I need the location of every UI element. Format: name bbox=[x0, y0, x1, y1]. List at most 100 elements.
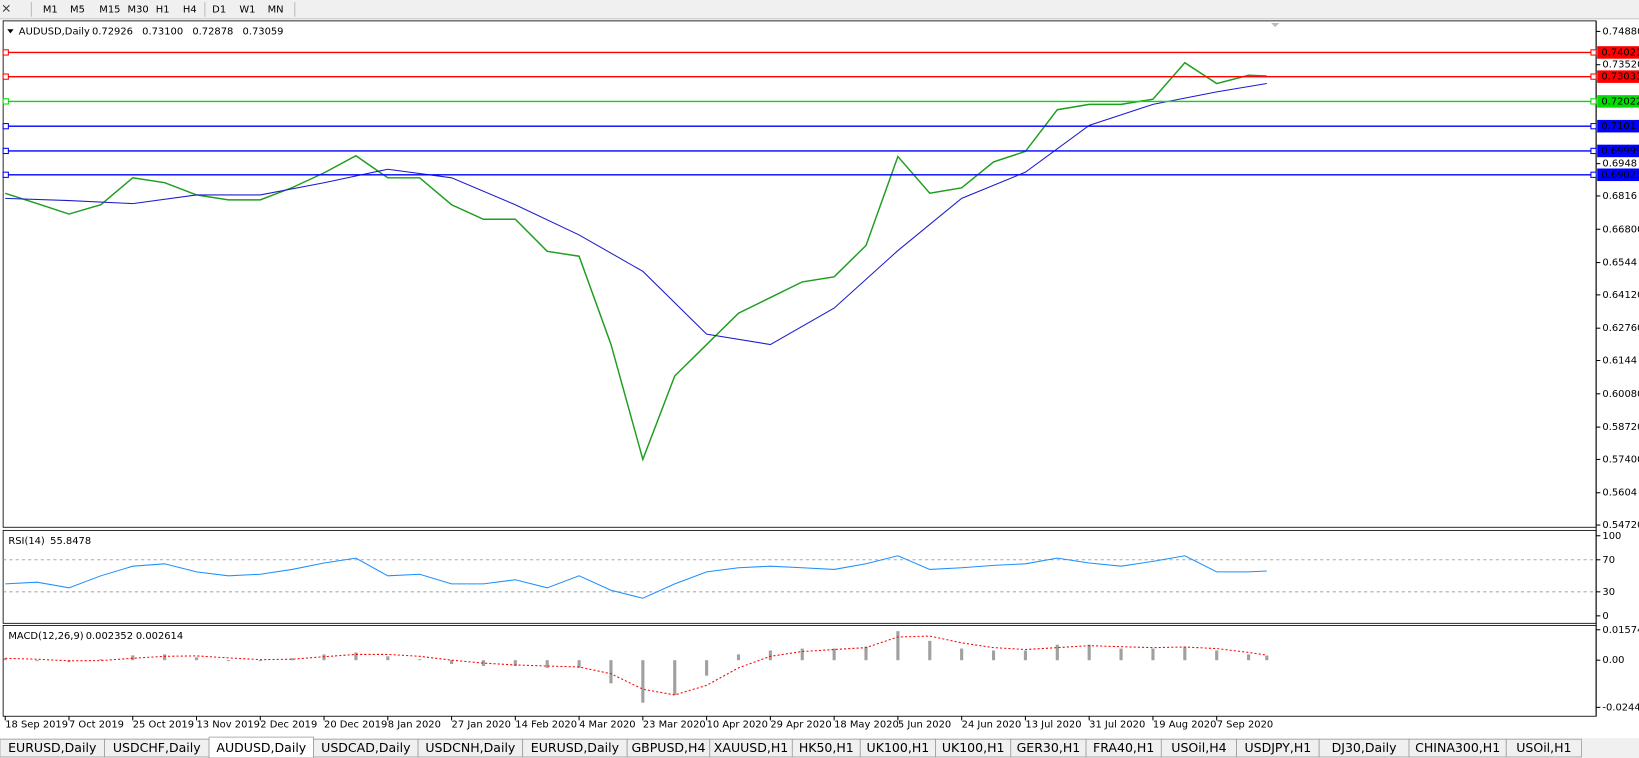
price-tag bbox=[1597, 144, 1639, 158]
timeframe-button[interactable]: M1 bbox=[43, 4, 58, 15]
tab[interactable]: UK100,H1 bbox=[859, 738, 936, 758]
x-tick-label: 29 Apr 2020 bbox=[770, 720, 831, 731]
tab-label[interactable]: AUDUSD,Daily bbox=[216, 740, 306, 755]
x-tick-label: 31 Jul 2020 bbox=[1089, 720, 1145, 731]
histogram-bar bbox=[641, 660, 645, 703]
tab-label[interactable]: USDCAD,Daily bbox=[321, 740, 411, 755]
x-tick-label: 24 Jun 2020 bbox=[962, 720, 1022, 731]
level-anchor bbox=[1590, 123, 1597, 130]
histogram-bar bbox=[545, 660, 549, 668]
timeframe-button[interactable]: H4 bbox=[183, 4, 197, 15]
tab[interactable]: USOil,H1 bbox=[1505, 738, 1582, 758]
timeframe-button[interactable]: H1 bbox=[156, 4, 170, 15]
tab-label[interactable]: EURUSD,Daily bbox=[8, 740, 97, 755]
histogram-bar bbox=[705, 660, 709, 676]
timeframe-button[interactable]: MN bbox=[268, 4, 284, 15]
series-line bbox=[5, 83, 1267, 346]
series-line bbox=[5, 61, 1267, 462]
tab-label[interactable]: USDCHF,Daily bbox=[113, 740, 201, 755]
x-tick-label: 8 Jan 2020 bbox=[388, 720, 441, 731]
histogram-bar bbox=[35, 660, 39, 662]
x-tick-label: 7 Oct 2019 bbox=[69, 720, 124, 731]
x-tick-label: 18 Sep 2019 bbox=[5, 720, 68, 731]
header-value: 0.72878 bbox=[192, 26, 233, 37]
tab[interactable]: USOil,H4 bbox=[1160, 738, 1237, 758]
header-value: 55.8478 bbox=[50, 536, 91, 547]
price-tag bbox=[1597, 168, 1639, 182]
histogram-bar bbox=[1265, 655, 1269, 661]
level-anchor bbox=[2, 73, 9, 80]
histogram-bar bbox=[896, 631, 900, 661]
timeframe-button[interactable]: M5 bbox=[70, 4, 85, 15]
tab-label[interactable]: USDJPY,H1 bbox=[1244, 740, 1311, 755]
tab[interactable]: USDJPY,H1 bbox=[1236, 738, 1320, 758]
series-line bbox=[5, 555, 1267, 599]
toolbar-icon[interactable] bbox=[2, 4, 10, 12]
tab-label[interactable]: USOil,H1 bbox=[1516, 740, 1571, 755]
tab-label[interactable]: DJ30,Daily bbox=[1332, 740, 1398, 755]
x-tick-label: 23 Mar 2020 bbox=[643, 720, 706, 731]
level-anchor bbox=[2, 147, 9, 155]
shift-marker bbox=[1271, 22, 1280, 28]
histogram-bar bbox=[1247, 654, 1251, 661]
histogram-bar bbox=[99, 659, 103, 661]
y-tick-label: 0.6544 bbox=[1602, 258, 1637, 269]
series-line bbox=[5, 635, 1267, 696]
x-tick-label: 10 Apr 2020 bbox=[707, 720, 768, 731]
tab-label[interactable]: USDCNH,Daily bbox=[425, 740, 516, 755]
x-tick-label: 27 Jan 2020 bbox=[452, 720, 511, 731]
tab[interactable]: USDCHF,Daily bbox=[104, 738, 210, 758]
tab[interactable]: UK100,H1 bbox=[935, 738, 1012, 758]
tab-label[interactable]: XAUUSD,H1 bbox=[714, 740, 788, 755]
tab[interactable]: EURUSD,Daily bbox=[522, 738, 628, 758]
tab[interactable]: USDCNH,Daily bbox=[417, 738, 524, 758]
tab[interactable]: CHINA300,H1 bbox=[1408, 738, 1507, 758]
panel-frame bbox=[2, 624, 1597, 717]
tab-label[interactable]: GBPUSD,H4 bbox=[631, 740, 705, 755]
price-tag-label: 0.74021 bbox=[1601, 47, 1639, 58]
tab-label[interactable]: EURUSD,Daily bbox=[531, 740, 620, 755]
price-tag-label: 0.7101 bbox=[1601, 121, 1636, 132]
dropdown-arrow[interactable] bbox=[7, 29, 14, 34]
tab[interactable]: XAUUSD,H1 bbox=[709, 738, 793, 758]
histogram-bar bbox=[226, 660, 230, 662]
tab-label[interactable]: HK50,H1 bbox=[799, 740, 854, 755]
y-tick-label: 0.015741 bbox=[1602, 625, 1639, 636]
histogram-bar bbox=[194, 657, 199, 661]
timeframe-button[interactable]: M30 bbox=[128, 4, 149, 15]
tab-label[interactable]: USOil,H4 bbox=[1171, 740, 1226, 755]
x-tick-label: 13 Nov 2019 bbox=[197, 720, 260, 731]
level-anchor bbox=[2, 123, 9, 130]
tab[interactable]: GBPUSD,H4 bbox=[626, 738, 711, 758]
panel-plot bbox=[3, 555, 1597, 599]
tab[interactable]: USDCAD,Daily bbox=[313, 738, 419, 758]
tab[interactable]: HK50,H1 bbox=[791, 738, 861, 758]
tab-label[interactable]: UK100,H1 bbox=[942, 740, 1005, 755]
timeframe-button[interactable]: M15 bbox=[99, 4, 120, 15]
level-anchor bbox=[1590, 171, 1597, 178]
tab[interactable]: DJ30,Daily bbox=[1318, 738, 1410, 758]
histogram-bar bbox=[449, 660, 454, 665]
panel-frame bbox=[2, 529, 1597, 624]
timeframe-button[interactable]: D1 bbox=[212, 4, 226, 15]
tab-label[interactable]: CHINA300,H1 bbox=[1415, 740, 1500, 755]
timeframe-button[interactable]: W1 bbox=[239, 4, 255, 15]
level-anchor bbox=[2, 171, 9, 178]
histogram-bar bbox=[864, 646, 868, 661]
tab-label[interactable]: FRA40,H1 bbox=[1093, 740, 1154, 755]
histogram-bar bbox=[290, 658, 294, 661]
x-tick-label: 13 Jul 2020 bbox=[1025, 720, 1081, 731]
tab[interactable]: EURUSD,Daily bbox=[0, 738, 105, 758]
tab[interactable]: AUDUSD,Daily bbox=[208, 736, 315, 758]
histogram-bar bbox=[1055, 644, 1059, 661]
tab-label[interactable]: GER30,H1 bbox=[1017, 740, 1081, 755]
tab[interactable]: FRA40,H1 bbox=[1085, 738, 1162, 758]
histogram-bar bbox=[577, 660, 581, 668]
tab-label[interactable]: UK100,H1 bbox=[867, 740, 930, 755]
y-tick-label: 0.6948 bbox=[1602, 159, 1637, 170]
histogram-bar bbox=[609, 660, 613, 684]
header-value: 0.73100 bbox=[142, 26, 183, 37]
tab[interactable]: GER30,H1 bbox=[1010, 738, 1087, 758]
